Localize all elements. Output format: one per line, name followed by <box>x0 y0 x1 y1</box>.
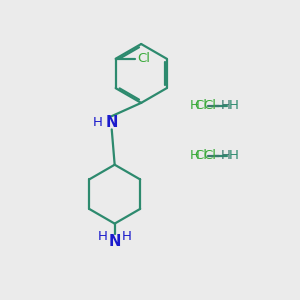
Text: H: H <box>122 230 132 243</box>
Text: H: H <box>221 149 230 162</box>
Text: H: H <box>93 116 103 129</box>
Text: N: N <box>109 234 121 249</box>
Text: Cl: Cl <box>194 149 207 162</box>
Text: Cl: Cl <box>194 99 207 112</box>
Text: Cl: Cl <box>137 52 150 65</box>
Text: H: H <box>221 99 230 112</box>
Text: H: H <box>98 230 107 243</box>
Text: Cl: Cl <box>203 99 216 112</box>
Text: N: N <box>106 115 118 130</box>
Text: Cl: Cl <box>203 149 216 162</box>
Text: H: H <box>190 149 200 162</box>
Text: H: H <box>229 149 239 162</box>
Text: H: H <box>229 99 239 112</box>
Text: H: H <box>190 99 200 112</box>
